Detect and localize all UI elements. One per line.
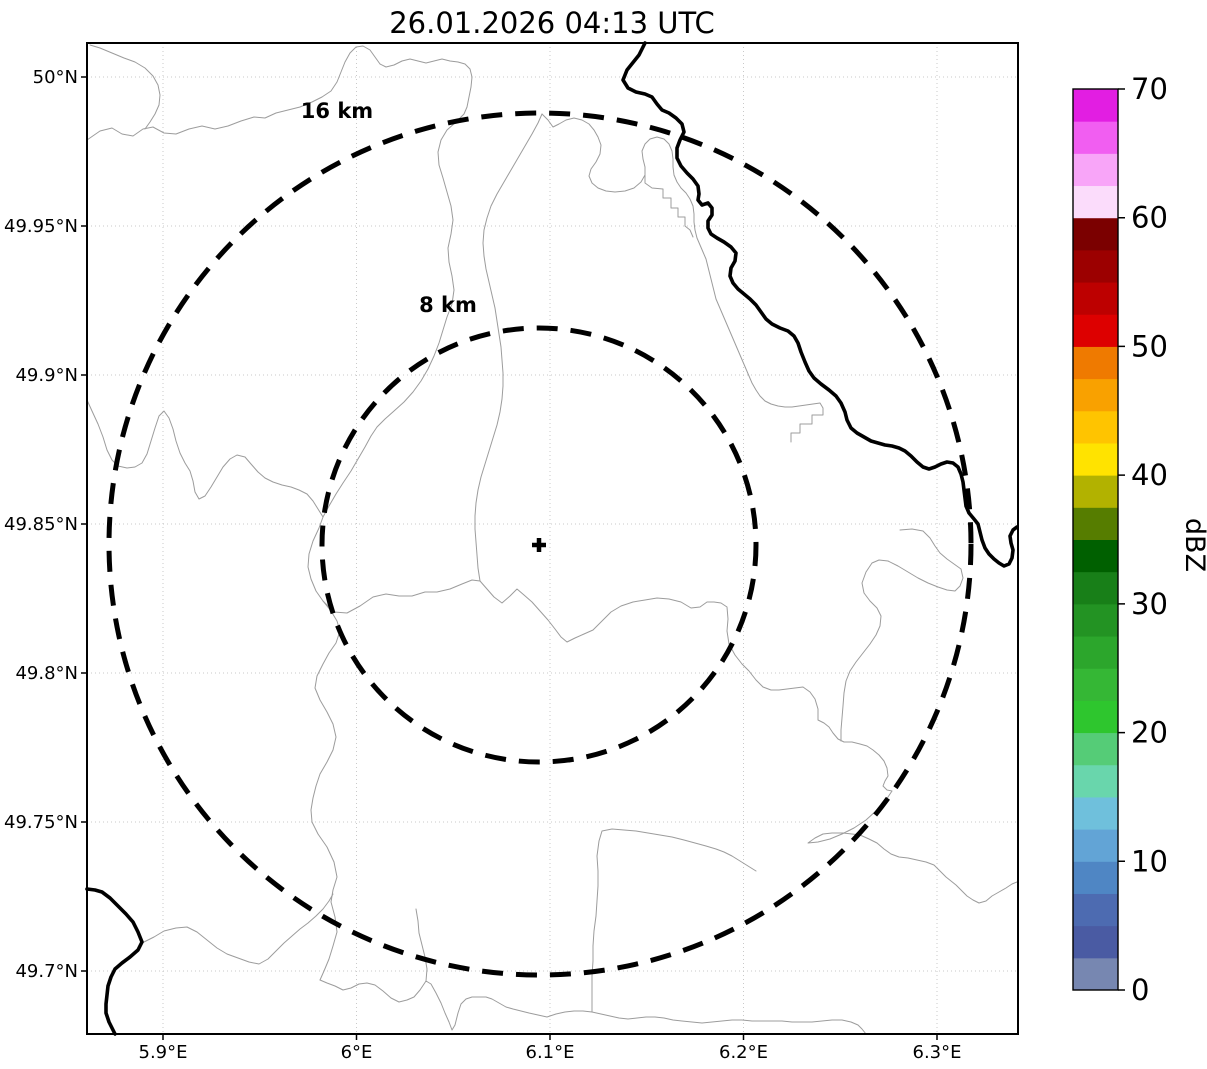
x-tick-label: 6°E xyxy=(341,1042,373,1063)
y-axis-labels: 50°N 49.95°N 49.9°N 49.85°N 49.8°N 49.75… xyxy=(4,67,78,982)
x-tick-label: 6.3°E xyxy=(913,1042,962,1063)
axis-tick-marks xyxy=(81,76,938,1040)
colorbar-band xyxy=(1073,732,1118,766)
x-axis-labels: 5.9°E 6°E 6.1°E 6.2°E 6.3°E xyxy=(139,1042,962,1063)
y-tick-label: 50°N xyxy=(33,67,78,88)
colorbar-tick-label: 30 xyxy=(1131,587,1168,621)
colorbar-band xyxy=(1073,603,1118,637)
ring-label-8km: 8 km xyxy=(419,293,477,317)
ring-label-16km: 16 km xyxy=(301,99,373,123)
colorbar-band xyxy=(1073,668,1118,701)
y-tick-label: 49.95°N xyxy=(4,216,78,237)
colorbar-band xyxy=(1073,925,1118,959)
colorbar-band xyxy=(1073,636,1118,669)
colorbar-band xyxy=(1073,282,1118,315)
colorbar-tick-label: 60 xyxy=(1131,201,1168,235)
x-tick-label: 6.2°E xyxy=(719,1042,768,1063)
radar-center-marker xyxy=(532,538,546,552)
river-line-ne xyxy=(621,41,1019,568)
colorbar-band xyxy=(1073,410,1118,444)
colorbar-band xyxy=(1073,346,1118,380)
colorbar-axis-label: dBZ xyxy=(1179,518,1207,572)
colorbar-tick-marks xyxy=(1118,88,1125,991)
colorbar-tick-labels: 0 10 20 30 40 50 60 70 xyxy=(1131,72,1168,1007)
colorbar-band xyxy=(1073,957,1118,991)
colorbar-tick-label: 10 xyxy=(1131,844,1168,878)
x-tick-label: 6.1°E xyxy=(526,1042,575,1063)
colorbar-band xyxy=(1073,539,1118,573)
colorbar-tick-label: 50 xyxy=(1131,329,1168,363)
colorbar-bands xyxy=(1073,89,1118,991)
plot-title: 26.01.2026 04:13 UTC xyxy=(389,6,715,40)
range-ring-16km xyxy=(106,110,974,978)
colorbar-band xyxy=(1073,121,1118,154)
y-tick-label: 49.75°N xyxy=(4,812,78,833)
colorbar-band xyxy=(1073,153,1118,187)
colorbar-band xyxy=(1073,442,1118,476)
y-tick-label: 49.9°N xyxy=(15,365,78,386)
colorbar-band xyxy=(1073,893,1118,927)
colorbar-tick-label: 20 xyxy=(1131,716,1168,750)
colorbar-tick-label: 0 xyxy=(1131,973,1149,1007)
admin-boundary-lines xyxy=(86,44,1018,1035)
river-border-lines xyxy=(85,41,1019,1036)
colorbar-band xyxy=(1073,861,1118,894)
y-tick-label: 49.85°N xyxy=(4,514,78,535)
colorbar-band xyxy=(1073,796,1118,830)
graticule-grid xyxy=(87,43,1018,1034)
x-tick-label: 5.9°E xyxy=(139,1042,188,1063)
colorbar-tick-label: 70 xyxy=(1131,72,1168,106)
colorbar-band xyxy=(1073,89,1118,122)
colorbar-tick-label: 40 xyxy=(1131,458,1168,492)
colorbar-band xyxy=(1073,700,1118,734)
colorbar-band xyxy=(1073,217,1118,251)
colorbar-band xyxy=(1073,571,1118,605)
radar-range-rings xyxy=(106,110,974,978)
y-tick-label: 49.8°N xyxy=(15,663,78,684)
colorbar-border xyxy=(1072,88,1119,991)
colorbar-band xyxy=(1073,314,1118,347)
colorbar-band xyxy=(1073,829,1118,862)
map-frame xyxy=(86,42,1019,1035)
colorbar-band xyxy=(1073,185,1118,219)
colorbar-band xyxy=(1073,507,1118,540)
colorbar-band xyxy=(1073,249,1118,283)
river-line-sw xyxy=(85,887,144,1036)
range-ring-8km xyxy=(319,325,759,765)
y-tick-label: 49.7°N xyxy=(15,961,78,982)
colorbar-band xyxy=(1073,475,1118,508)
colorbar-band xyxy=(1073,378,1118,412)
colorbar-band xyxy=(1073,764,1118,798)
